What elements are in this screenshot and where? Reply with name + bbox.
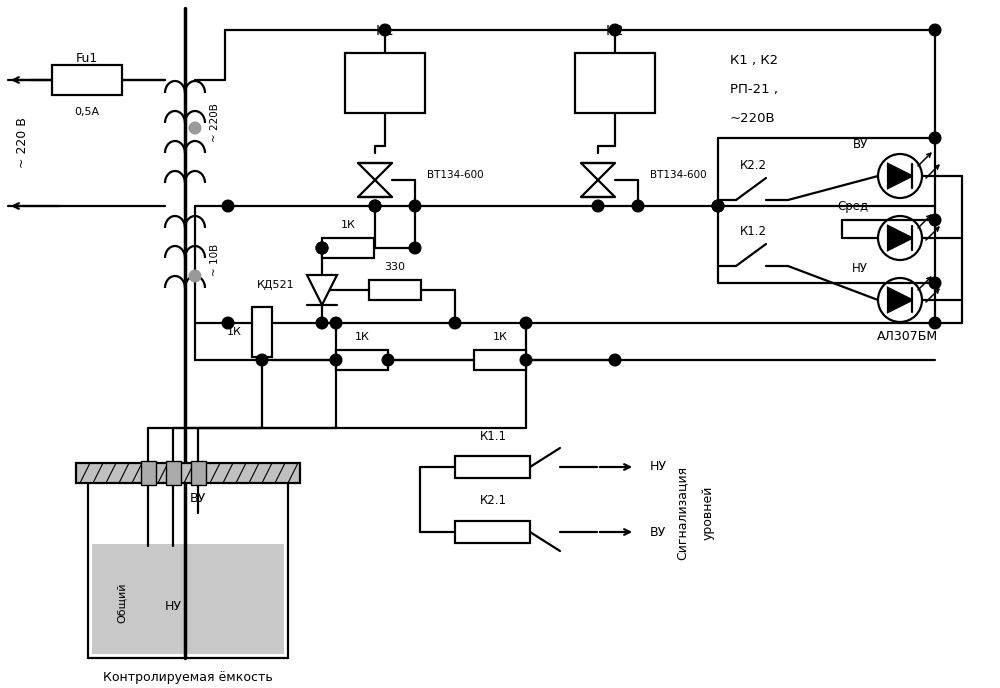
- Bar: [76, 463, 300, 483]
- Polygon shape: [888, 288, 912, 312]
- Circle shape: [929, 317, 941, 329]
- Text: Контролируемая ёмкость: Контролируемая ёмкость: [103, 671, 273, 685]
- Bar: [345, 53, 425, 113]
- Bar: [191, 461, 206, 485]
- Circle shape: [449, 317, 461, 329]
- Circle shape: [316, 242, 328, 254]
- Circle shape: [609, 354, 621, 366]
- Circle shape: [409, 242, 421, 254]
- Bar: [252, 307, 272, 357]
- Circle shape: [632, 200, 644, 212]
- Polygon shape: [307, 275, 337, 305]
- Text: Сигнализация: Сигнализация: [676, 466, 688, 560]
- Circle shape: [330, 354, 342, 366]
- Text: 1К: 1К: [227, 327, 242, 337]
- Circle shape: [712, 200, 724, 212]
- Circle shape: [712, 200, 724, 212]
- Text: К2.1: К2.1: [480, 495, 507, 508]
- Circle shape: [382, 354, 394, 366]
- Bar: [455, 456, 530, 478]
- Text: ~ 220 В: ~ 220 В: [16, 118, 29, 169]
- Text: 1К: 1К: [355, 332, 369, 342]
- Text: ~ 10В: ~ 10В: [210, 244, 220, 276]
- Circle shape: [189, 270, 201, 282]
- Circle shape: [929, 277, 941, 289]
- Circle shape: [929, 24, 941, 36]
- Bar: [92, 544, 284, 654]
- Text: ВТ134-600: ВТ134-600: [427, 170, 484, 180]
- Circle shape: [609, 24, 621, 36]
- Bar: [369, 280, 421, 300]
- Text: РП-21 ,: РП-21 ,: [730, 83, 778, 96]
- Bar: [141, 461, 156, 485]
- Text: 1К: 1К: [493, 332, 507, 342]
- Circle shape: [222, 200, 234, 212]
- Text: К1: К1: [376, 24, 394, 38]
- Circle shape: [929, 214, 941, 226]
- Text: Сред: Сред: [837, 200, 868, 213]
- Circle shape: [369, 200, 381, 212]
- Circle shape: [222, 317, 234, 329]
- Text: ВУ: ВУ: [190, 491, 206, 504]
- Text: КД521: КД521: [256, 280, 294, 290]
- Text: ~ 220В: ~ 220В: [210, 104, 220, 142]
- Circle shape: [256, 354, 268, 366]
- Text: НУ: НУ: [852, 261, 868, 275]
- Text: К2.2: К2.2: [739, 158, 766, 171]
- Polygon shape: [888, 226, 912, 250]
- Text: ВТ134-600: ВТ134-600: [650, 170, 707, 180]
- Circle shape: [592, 200, 604, 212]
- Text: Общий: Общий: [117, 583, 127, 623]
- Text: К1.1: К1.1: [480, 429, 507, 442]
- Text: ВУ: ВУ: [650, 526, 666, 539]
- Circle shape: [520, 317, 532, 329]
- Circle shape: [316, 242, 328, 254]
- Bar: [474, 350, 526, 370]
- Circle shape: [330, 317, 342, 329]
- Text: ВУ: ВУ: [853, 138, 868, 151]
- Text: К1.2: К1.2: [739, 224, 766, 237]
- Text: К2: К2: [606, 24, 624, 38]
- Circle shape: [189, 122, 201, 133]
- Circle shape: [409, 200, 421, 212]
- Polygon shape: [888, 164, 912, 188]
- Text: 330: 330: [385, 262, 406, 272]
- Circle shape: [369, 200, 381, 212]
- Text: НУ: НУ: [650, 460, 667, 473]
- Bar: [575, 53, 655, 113]
- Bar: [322, 238, 374, 258]
- Text: НУ: НУ: [165, 599, 182, 612]
- Bar: [52, 65, 122, 95]
- Text: АЛ307БМ: АЛ307БМ: [877, 330, 938, 343]
- Text: Fu1: Fu1: [76, 52, 98, 65]
- Text: К1 , К2: К1 , К2: [730, 54, 778, 67]
- Circle shape: [520, 354, 532, 366]
- Text: 1К: 1К: [341, 220, 355, 230]
- Text: ~220В: ~220В: [730, 111, 776, 125]
- Circle shape: [316, 317, 328, 329]
- Bar: [455, 521, 530, 543]
- Bar: [166, 461, 181, 485]
- Text: уровней: уровней: [702, 486, 714, 540]
- Bar: [336, 350, 388, 370]
- Text: 0,5А: 0,5А: [74, 107, 100, 117]
- Circle shape: [379, 24, 391, 36]
- Circle shape: [929, 132, 941, 144]
